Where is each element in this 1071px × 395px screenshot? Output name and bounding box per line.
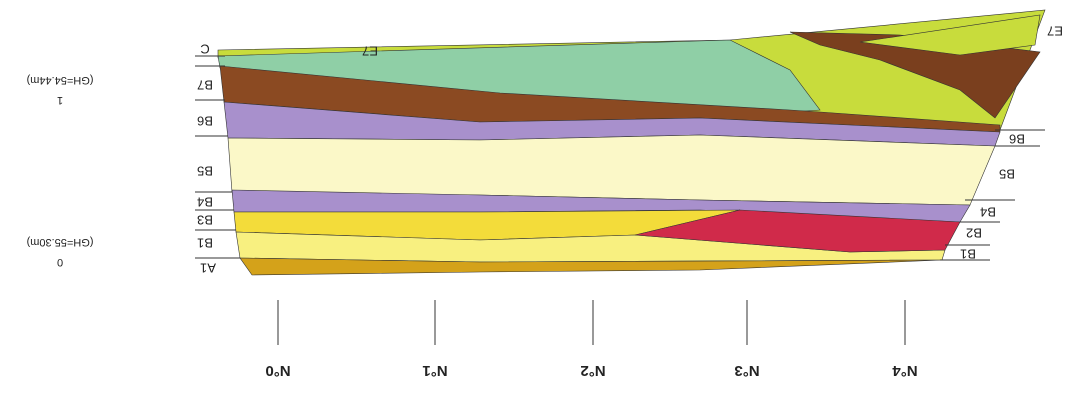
left-layer: B5 [197,164,213,179]
station: N°1 [422,362,447,379]
station: N°2 [580,362,605,379]
right-layer: B6 [1009,132,1025,147]
left-layer: B3 [197,213,213,228]
datum-label: (GH=54.44m) [27,74,94,86]
layers [218,10,1045,275]
station: N°4 [892,362,918,379]
datum-index: 1 [57,94,63,106]
right-layer: B1 [960,247,976,262]
station: N°3 [734,362,759,379]
left-layer: B4 [197,195,213,210]
left-layer: B6 [197,114,213,129]
left-layer: C [200,42,209,57]
right-layer: B5 [999,167,1015,182]
right-layer: E7 [1047,24,1063,39]
section-diagram: E7 C B7 B6 B5 B4 B3 B1 A1 E7 B6 B5 B4 B2… [0,0,1071,390]
station: N°0 [265,362,290,379]
datum-label: (GH=55.30m) [27,236,94,248]
right-layer: B4 [980,205,996,220]
datum-index: 0 [57,256,63,268]
left-layer: B1 [197,236,213,251]
right-layer: B2 [966,226,982,241]
layer-label: E7 [362,44,378,59]
left-layer: A1 [200,261,216,276]
left-layer: B7 [197,78,213,93]
